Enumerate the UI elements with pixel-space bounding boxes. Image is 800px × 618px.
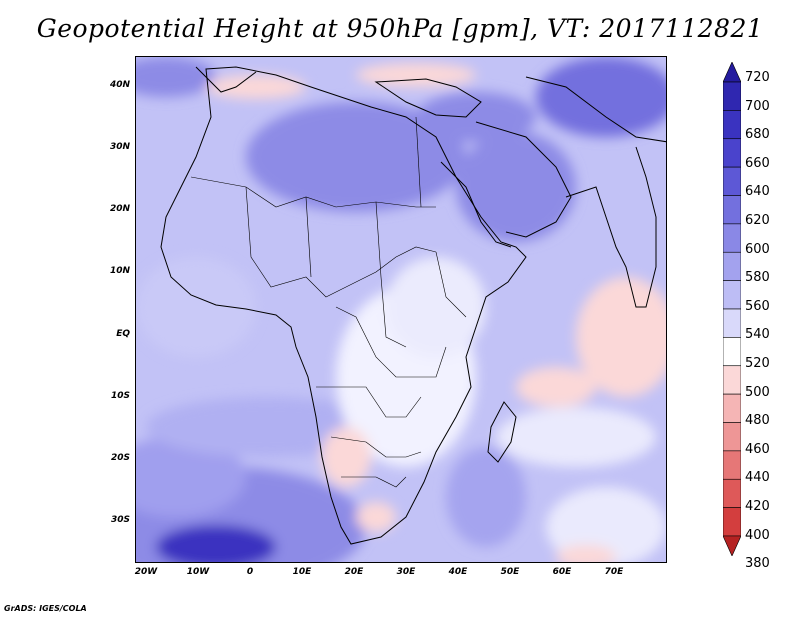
colorbar-cell (723, 223, 741, 253)
colorbar-cell (723, 138, 741, 168)
borders (190, 116, 467, 488)
colorbar-cell (723, 422, 741, 452)
colorbar-label: 460 (745, 441, 770, 457)
colorbar-label: 480 (745, 413, 770, 429)
colorbar (723, 62, 741, 556)
lon-label-70e: 70E (604, 567, 624, 577)
colorbar-arrow-top (723, 62, 741, 83)
colorbar-label: 680 (745, 127, 770, 143)
height-field (136, 57, 666, 562)
lon-label-0: 0 (246, 567, 254, 577)
lon-label-10e: 10E (292, 567, 312, 577)
colorbar-cell (723, 393, 741, 423)
contour-fill (136, 57, 666, 562)
colorbar-label: 500 (745, 384, 770, 400)
colorbar-cell (723, 450, 741, 480)
colorbar-label: 440 (745, 470, 770, 486)
lon-label-30e: 30E (396, 567, 416, 577)
plot-title: Geopotential Height at 950hPa [gpm], VT:… (36, 14, 764, 43)
colorbar-label: 420 (745, 499, 770, 514)
colorbar-label: 620 (745, 213, 770, 228)
colorbar-cell (723, 337, 741, 367)
colorbar-cell (723, 166, 741, 196)
lon-label-10w: 10W (186, 567, 210, 577)
colorbar-cell (723, 81, 741, 111)
colorbar-label: 520 (745, 356, 770, 371)
lon-label-40e: 40E (448, 567, 468, 577)
lat-label-20s: 20S (110, 453, 130, 463)
colorbar-cell (723, 280, 741, 310)
colorbar-label: 560 (745, 298, 770, 314)
colorbar-cell (723, 110, 741, 140)
lat-label-10n: 10N (109, 266, 130, 276)
lat-label-eq: EQ (116, 329, 130, 339)
lat-label-20n: 20N (109, 204, 130, 214)
lat-label-40n: 40N (109, 80, 130, 90)
lat-label-10s: 10S (110, 391, 130, 401)
colorbar-label: 700 (745, 98, 770, 114)
grads-credit: GrADS: IGES/COLA (4, 604, 87, 613)
colorbar-cell (723, 251, 741, 281)
colorbar-cell (723, 507, 741, 537)
lat-label-30n: 30N (109, 142, 130, 152)
colorbar-cell (723, 478, 741, 508)
colorbar-cell (723, 195, 741, 225)
colorbar-arrow-bottom (723, 535, 741, 556)
colorbar-cell (723, 308, 741, 338)
colorbar-label: 600 (745, 241, 770, 257)
colorbar-label: 660 (745, 155, 770, 171)
colorbar-label: 540 (745, 327, 770, 343)
map-panel (135, 56, 667, 563)
lat-label-30s: 30S (110, 515, 130, 525)
lon-label-20w: 20W (134, 567, 158, 577)
colorbar-cell (723, 365, 741, 395)
lon-label-50e: 50E (500, 567, 520, 577)
colorbar-label: 640 (745, 184, 770, 200)
colorbar-label: 400 (745, 527, 770, 543)
lon-label-60e: 60E (552, 567, 572, 577)
colorbar-label: 580 (745, 270, 770, 286)
lon-label-20e: 20E (344, 567, 364, 577)
colorbar-cells (723, 62, 741, 556)
coastlines (160, 66, 666, 545)
colorbar-label: 380 (745, 556, 770, 572)
colorbar-label: 720 (745, 70, 770, 85)
